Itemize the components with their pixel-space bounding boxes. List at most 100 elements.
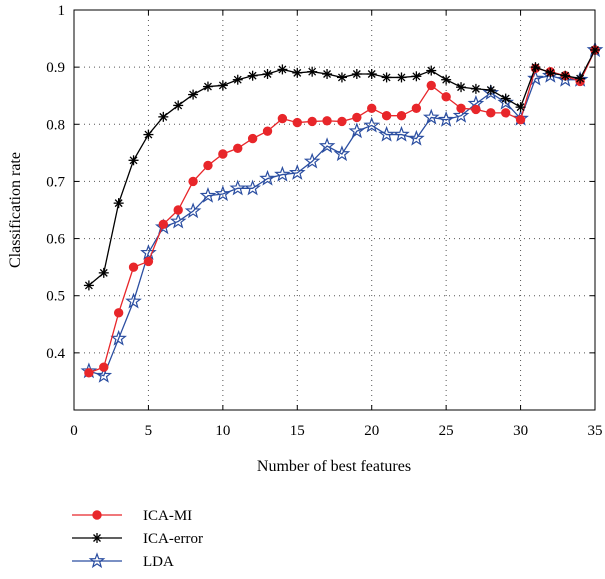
data-point bbox=[437, 110, 455, 127]
data-point bbox=[500, 93, 511, 104]
data-point bbox=[84, 368, 94, 378]
y-tick-label: 0.4 bbox=[46, 346, 65, 362]
legend-marker bbox=[92, 510, 102, 520]
y-tick-label: 0.9 bbox=[46, 60, 65, 76]
series-line bbox=[88, 49, 596, 377]
data-point bbox=[333, 145, 351, 162]
data-point bbox=[351, 69, 362, 79]
data-point bbox=[184, 202, 202, 219]
data-point bbox=[143, 256, 154, 267]
data-point bbox=[95, 366, 113, 383]
data-point bbox=[125, 292, 142, 309]
data-point bbox=[575, 73, 586, 84]
data-point bbox=[113, 308, 124, 318]
data-point bbox=[83, 280, 94, 291]
data-point bbox=[471, 104, 481, 115]
data-point bbox=[456, 103, 466, 113]
y-tick-label: 0.6 bbox=[46, 232, 65, 248]
x-tick-label: 25 bbox=[439, 423, 454, 439]
data-point bbox=[288, 164, 306, 180]
x-tick-label: 20 bbox=[364, 423, 379, 439]
legend-label: LDA bbox=[143, 554, 174, 570]
data-point bbox=[158, 111, 169, 122]
data-point bbox=[352, 112, 362, 123]
legend-item: LDA bbox=[72, 552, 174, 570]
data-point bbox=[348, 122, 366, 139]
data-point bbox=[99, 362, 109, 372]
data-point bbox=[277, 64, 288, 75]
series-lda bbox=[80, 41, 604, 383]
data-point bbox=[515, 115, 526, 125]
data-point bbox=[396, 72, 407, 83]
data-point bbox=[426, 80, 436, 91]
data-point bbox=[244, 179, 261, 196]
legend-label: ICA-MI bbox=[143, 508, 192, 524]
grid-lines bbox=[74, 10, 595, 410]
data-point bbox=[367, 103, 377, 113]
data-point bbox=[247, 70, 258, 81]
data-point bbox=[229, 179, 247, 196]
data-point bbox=[482, 84, 500, 100]
data-point bbox=[110, 329, 127, 346]
data-point bbox=[128, 155, 139, 166]
y-tick-label: 0.5 bbox=[46, 289, 65, 305]
data-point bbox=[426, 65, 437, 76]
data-point bbox=[262, 69, 273, 79]
data-point bbox=[318, 137, 336, 154]
legend-label: ICA-error bbox=[143, 531, 203, 547]
data-point bbox=[113, 198, 124, 209]
data-point bbox=[307, 66, 318, 77]
data-point bbox=[452, 106, 470, 123]
data-point bbox=[322, 116, 332, 126]
data-point bbox=[486, 108, 496, 118]
data-point bbox=[497, 93, 515, 110]
data-point bbox=[173, 205, 183, 215]
data-point bbox=[411, 71, 422, 82]
data-point bbox=[188, 89, 199, 100]
legend-item: ICA-error bbox=[72, 531, 203, 547]
data-point bbox=[422, 108, 440, 125]
data-point bbox=[274, 165, 291, 182]
data-point bbox=[259, 169, 276, 186]
data-point bbox=[441, 92, 451, 102]
data-point bbox=[381, 72, 392, 83]
legend: ICA-MI ICA-error LDA bbox=[72, 508, 203, 570]
data-point bbox=[381, 111, 392, 121]
data-point bbox=[232, 74, 243, 85]
series-line bbox=[88, 49, 596, 286]
data-point bbox=[337, 116, 347, 127]
data-point bbox=[217, 80, 228, 91]
y-axis-label: Classification rate bbox=[7, 152, 24, 268]
x-tick-label: 15 bbox=[290, 423, 305, 439]
data-point bbox=[485, 85, 496, 95]
data-point bbox=[214, 185, 232, 202]
data-point bbox=[128, 262, 139, 272]
series-ica-error bbox=[83, 45, 600, 291]
plot-frame bbox=[73, 9, 596, 411]
data-point bbox=[378, 125, 395, 142]
data-point bbox=[408, 129, 425, 146]
data-point bbox=[203, 160, 213, 171]
data-point bbox=[188, 176, 198, 187]
data-point bbox=[411, 103, 422, 113]
data-point bbox=[143, 129, 154, 140]
data-point bbox=[247, 133, 258, 144]
legend-marker bbox=[92, 533, 102, 543]
legend-marker bbox=[88, 552, 106, 569]
data-point bbox=[169, 212, 187, 229]
data-point bbox=[233, 143, 243, 153]
y-tick-label: 0.7 bbox=[46, 174, 65, 190]
x-tick-label: 0 bbox=[70, 423, 78, 439]
data-point bbox=[366, 69, 377, 79]
y-tick-label: 1 bbox=[58, 3, 66, 19]
x-tick-label: 5 bbox=[145, 423, 153, 439]
axis-ticks: 0 5 10 15 20 25 30 35 0.4 0.5 0.6 0.7 0.8 0.9 1 bbox=[46, 3, 602, 439]
data-point bbox=[441, 74, 452, 85]
data-point bbox=[199, 186, 217, 203]
data-point bbox=[530, 62, 541, 73]
series-ica-mi bbox=[84, 45, 600, 378]
data-point bbox=[545, 67, 556, 78]
series-line bbox=[88, 49, 596, 374]
data-point bbox=[292, 67, 303, 78]
